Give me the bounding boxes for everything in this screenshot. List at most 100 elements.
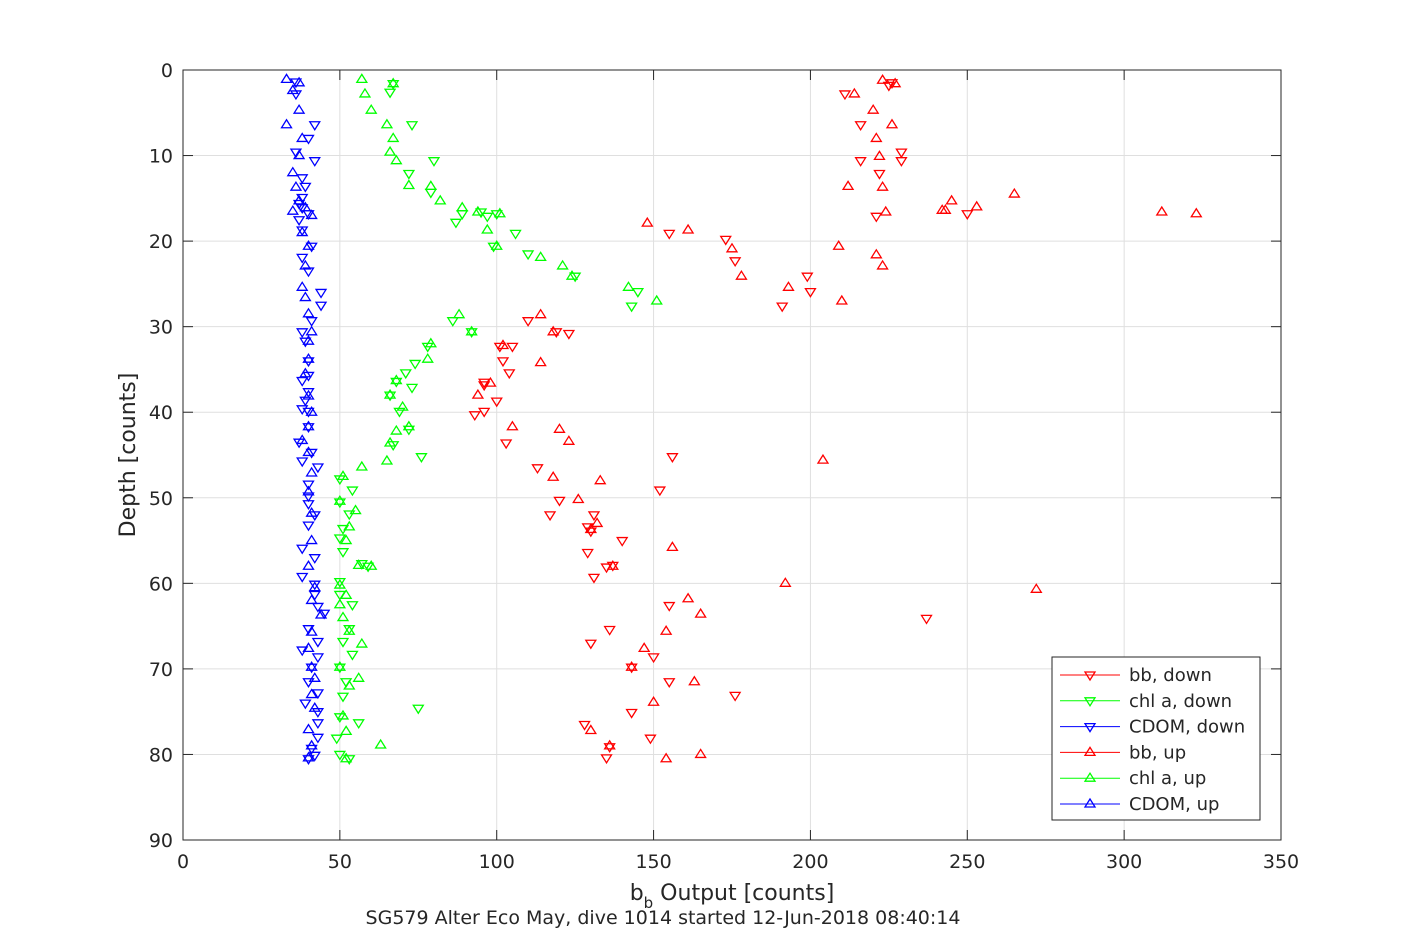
data-point [308,157,321,167]
y-tick-label: 10 [149,146,173,168]
data-point [339,589,353,599]
data-point [841,180,855,191]
data-point [305,448,318,459]
data-point [412,704,425,715]
data-point [408,359,422,370]
data-point [286,166,299,177]
data-point [305,663,318,674]
x-tick-label: 50 [328,851,352,873]
data-point [666,453,679,463]
data-point [719,235,732,246]
legend-marker [1083,771,1097,782]
data-point [521,250,535,261]
data-point [587,511,601,522]
data-point [299,699,312,710]
data-point [681,592,695,603]
data-point [314,301,328,312]
data-point [311,719,325,730]
data-point [305,534,318,545]
data-point [305,242,318,253]
series-cdom-up [280,73,328,762]
data-point [644,734,657,745]
series-chl-a-down [330,80,645,765]
data-point [835,294,848,305]
data-point [402,420,416,431]
data-point [305,317,318,327]
data-point [590,517,604,528]
data-point [424,337,438,348]
data-point [333,663,347,674]
series-cdom-down [289,78,331,765]
data-point [380,454,394,465]
legend-label: bb, up [1129,742,1186,763]
data-point [838,90,852,101]
data-point [550,328,563,339]
data-point [854,121,867,131]
data-point [581,548,594,559]
data-point [888,77,902,88]
data-point [296,544,309,555]
data-point [296,457,309,468]
data-point [302,240,315,250]
data-point [681,223,695,234]
data-point [481,212,494,223]
data-point [343,679,356,690]
data-point [302,334,315,345]
data-point [568,272,582,283]
data-point [603,625,616,636]
data-point [355,73,368,84]
data-point [625,302,638,313]
data-point [468,411,481,422]
data-point [876,259,889,270]
data-point [302,521,315,532]
data-point [387,132,400,143]
data-point [496,339,510,350]
data-point [308,121,321,131]
data-point [399,369,412,380]
data-point [945,194,958,205]
data-point [534,356,547,367]
data-point [779,577,792,587]
legend-marker [1083,746,1097,757]
data-point [292,103,306,114]
data-point [870,248,883,259]
data-point [637,642,651,653]
data-point [499,439,513,450]
data-point [305,506,318,517]
data-point [873,150,886,161]
data-point [299,182,312,193]
data-point [299,291,312,302]
data-point [622,281,635,291]
data-point [302,723,315,734]
data-point [336,709,350,720]
x-tick-label: 350 [1263,851,1299,873]
series-bb-up [471,74,1203,763]
y-tick-label: 60 [149,573,173,595]
data-point [383,88,397,99]
data-point [302,480,315,491]
data-point [299,259,312,270]
data-point [735,269,748,280]
data-point [895,148,908,159]
data-point [299,337,312,348]
data-point [848,87,861,98]
data-point [616,536,629,547]
data-point [961,210,974,220]
data-point [631,287,645,298]
data-point [584,639,598,650]
data-point [383,436,397,447]
x-axis-label: bb Output [counts] [630,881,835,912]
legend-marker [1083,722,1097,733]
data-point [317,609,331,620]
data-point [650,294,663,305]
series-chl-a-up [333,73,663,763]
data-point [314,288,328,299]
data-point [358,87,372,98]
data-point [663,678,676,688]
data-point [405,121,419,131]
data-point [390,377,403,388]
data-point [562,435,576,445]
data-point [562,329,576,340]
data-point [390,424,403,435]
data-point [333,598,347,609]
